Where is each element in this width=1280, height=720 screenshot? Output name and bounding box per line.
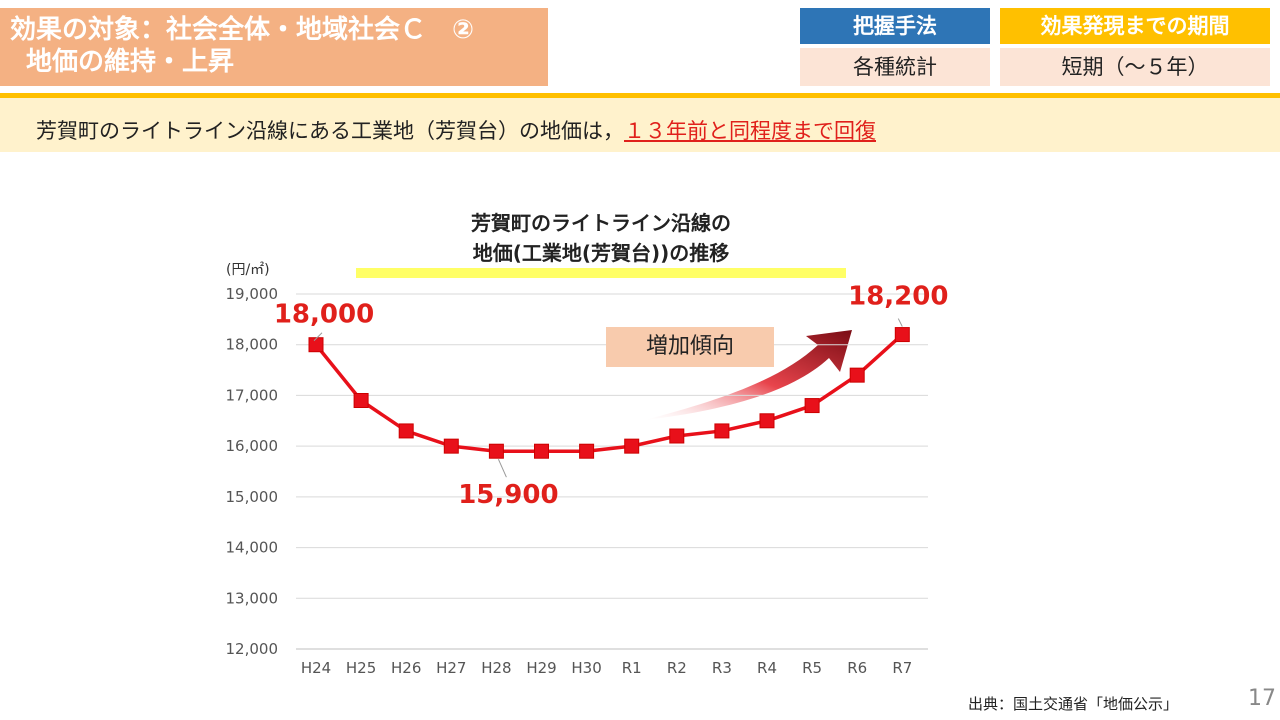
page-number: 17 — [1248, 686, 1276, 711]
y-tick-label: 14,000 — [226, 539, 279, 557]
x-tick-label: H27 — [436, 659, 466, 677]
chart-title-line1: 芳賀町のライトライン沿線の — [471, 211, 731, 235]
data-label: 15,900 — [458, 480, 558, 510]
y-tick-label: 13,000 — [226, 589, 279, 607]
x-tick-label: R3 — [712, 659, 732, 677]
x-tick-label: H30 — [571, 659, 601, 677]
x-tick-label: H24 — [301, 659, 331, 677]
data-point — [443, 438, 459, 454]
trend-arrow — [645, 330, 852, 420]
x-tick-label: R5 — [802, 659, 822, 677]
summary-bar: 芳賀町のライトライン沿線にある工業地（芳賀台）の地価は，１３年前と同程度まで回復 — [0, 93, 1280, 152]
x-tick-label: R1 — [622, 659, 642, 677]
y-tick-label: 15,000 — [226, 488, 279, 506]
data-point — [804, 398, 820, 414]
data-label: 18,200 — [848, 282, 948, 312]
data-point — [398, 423, 414, 439]
data-point — [714, 423, 730, 439]
x-tick-label: R2 — [667, 659, 687, 677]
y-tick-label: 19,000 — [226, 285, 279, 303]
series-line — [314, 333, 904, 453]
trend-annotation: 増加傾向 — [606, 327, 774, 367]
data-label-leader — [497, 459, 507, 478]
method-value: 各種統計 — [800, 48, 990, 86]
chart-title-line2: 地価(工業地(芳賀台))の推移 — [472, 241, 730, 265]
data-point — [488, 443, 504, 459]
x-tick-label: H25 — [346, 659, 376, 677]
slide-title: 効果の対象：社会全体・地域社会Ｃ ② 地価の維持・上昇 — [0, 8, 548, 86]
data-point — [579, 443, 595, 459]
period-label: 効果発現までの期間 — [1000, 8, 1270, 44]
data-label-leader — [897, 318, 903, 327]
data-point — [669, 428, 685, 444]
data-point — [759, 413, 775, 429]
chart-title: 芳賀町のライトライン沿線の 地価(工業地(芳賀台))の推移 — [356, 208, 846, 268]
y-tick-label: 17,000 — [226, 386, 279, 404]
data-point — [894, 327, 910, 343]
period-value: 短期（～５年） — [1000, 48, 1270, 86]
title-line1: 効果の対象：社会全体・地域社会Ｃ ② — [10, 15, 475, 45]
summary-text: 芳賀町のライトライン沿線にある工業地（芳賀台）の地価は，１３年前と同程度まで回復 — [36, 115, 876, 145]
data-point — [353, 393, 369, 408]
data-label-leader — [313, 332, 323, 342]
summary-emphasis: １３年前と同程度まで回復 — [624, 119, 876, 143]
data-point — [308, 337, 324, 353]
x-tick-label: R4 — [757, 659, 777, 677]
period-box: 効果発現までの期間 短期（～５年） — [1000, 8, 1270, 86]
method-box: 把握手法 各種統計 — [800, 8, 990, 86]
chart-title-highlight — [356, 268, 846, 278]
x-tick-label: H28 — [481, 659, 511, 677]
x-tick-label: R6 — [847, 659, 867, 677]
y-tick-label: 12,000 — [226, 640, 279, 658]
data-point — [624, 438, 640, 454]
source-citation: 出典：国土交通省「地価公示」 — [968, 695, 1179, 713]
y-tick-label: 16,000 — [226, 437, 279, 455]
x-tick-label: R7 — [892, 659, 912, 677]
method-label: 把握手法 — [800, 8, 990, 44]
y-axis-unit: (円/㎡) — [226, 262, 270, 278]
title-line2: 地価の維持・上昇 — [26, 47, 235, 77]
data-point — [534, 443, 549, 459]
x-tick-label: H29 — [526, 659, 556, 677]
data-point — [849, 367, 865, 383]
x-tick-label: H26 — [391, 659, 421, 677]
summary-main: 芳賀町のライトライン沿線にある工業地（芳賀台）の地価は， — [36, 119, 624, 143]
y-tick-label: 18,000 — [226, 336, 279, 354]
data-label: 18,000 — [274, 300, 374, 330]
